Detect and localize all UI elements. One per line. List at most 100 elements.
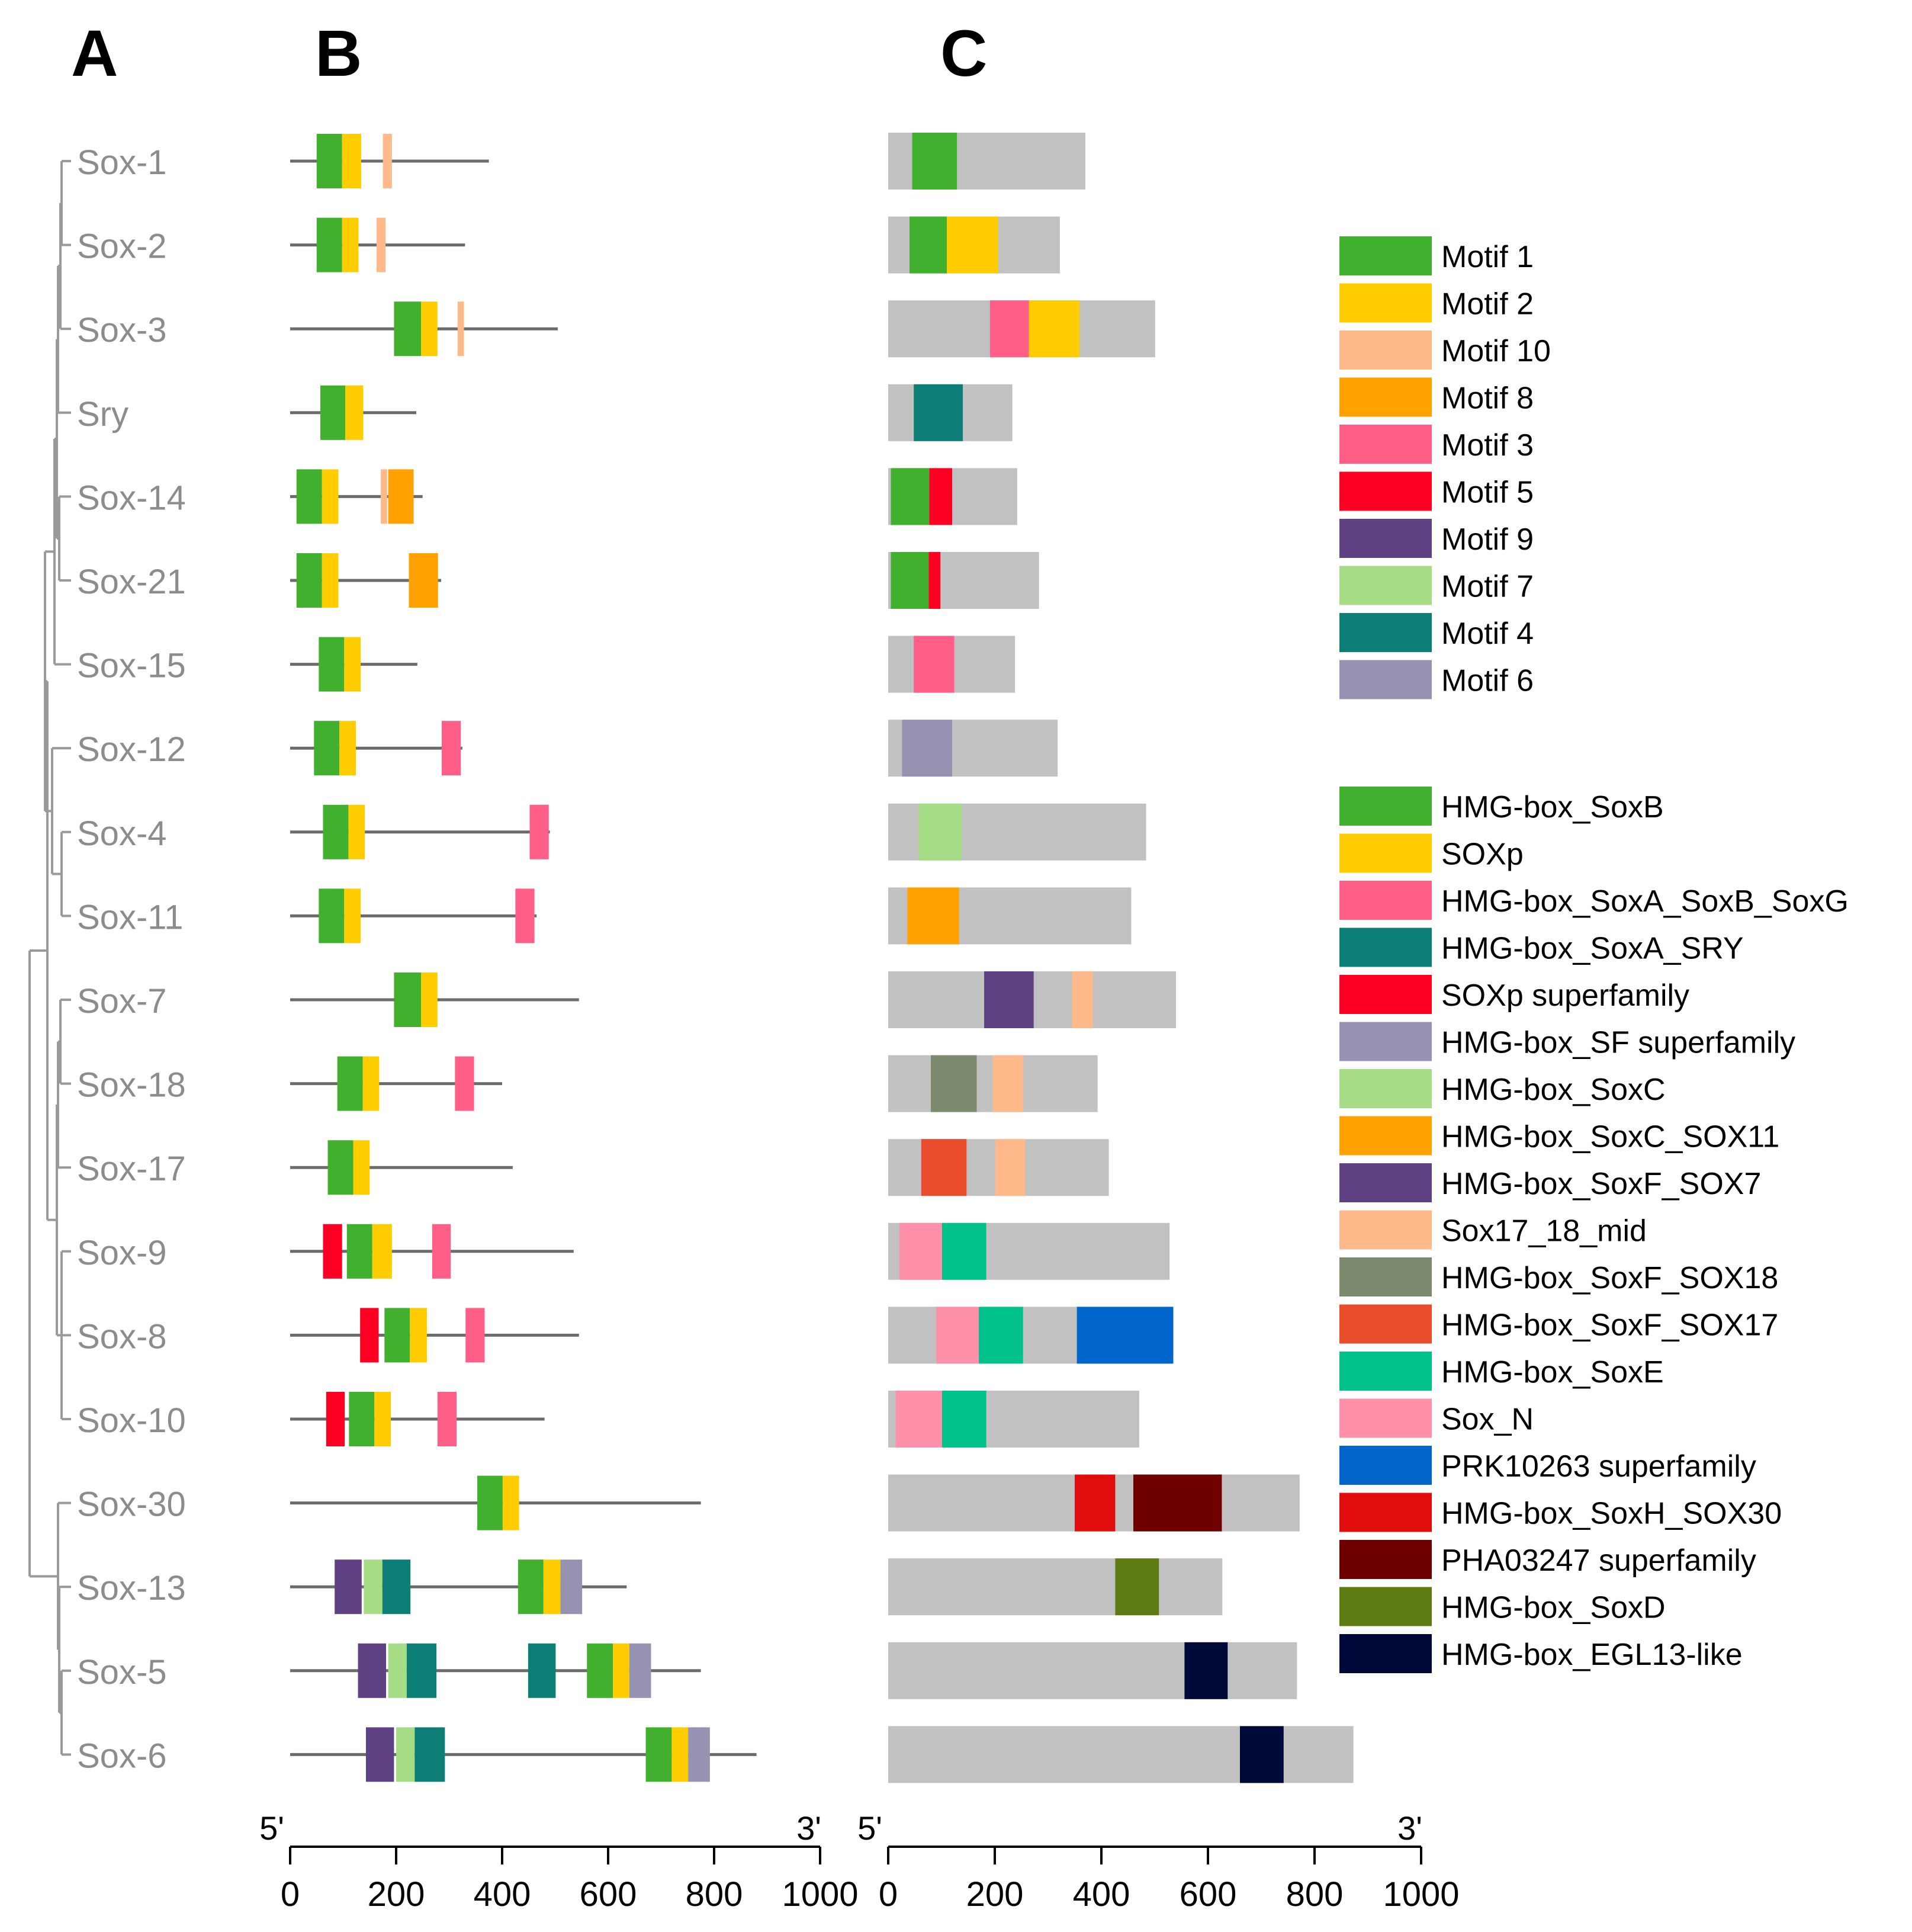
motif-box-sox-7-motif-1 (394, 973, 422, 1027)
motif-box-sox-4-motif-2 (348, 804, 365, 859)
legend-label-hmg-box-soxd: HMG-box_SoxD (1441, 1591, 1666, 1625)
domain-box-sox-11-hmg-box-soxc-sox11 (907, 887, 959, 945)
domain-box-sox-6-hmg-box-egl13-like (1240, 1726, 1284, 1783)
domain-box-sox-18-hmg-box-soxf-sox18 (931, 1055, 977, 1112)
gene-label-sry: Sry (77, 395, 128, 434)
motif-box-sox-21-motif-8 (409, 553, 438, 608)
domain-box-sox-15-hmg-box-soxa-soxb-soxg (914, 636, 955, 693)
panel-label-c: C (940, 17, 987, 90)
domain-box-sox-3-soxp (1029, 300, 1080, 358)
motif-box-sox-10-motif-5 (326, 1392, 345, 1446)
gene-label-sox-11: Sox-11 (77, 898, 183, 936)
motif-box-sox-6-motif-9 (365, 1727, 394, 1782)
protein-bar-sox-5 (888, 1642, 1297, 1699)
gene-label-sox-1: Sox-1 (77, 143, 167, 182)
domain-box-sox-14-soxp-superfamily (929, 468, 952, 525)
motif-box-sox-8-motif-3 (465, 1308, 485, 1363)
motif-box-sox-6-motif-1 (645, 1727, 672, 1782)
gene-label-sox-10: Sox-10 (77, 1401, 186, 1440)
legend-label-soxp-superfamily: SOXp superfamily (1441, 978, 1689, 1013)
legend-swatch-sox-n (1339, 1398, 1432, 1438)
motif-box-sox-9-motif-3 (432, 1224, 451, 1279)
legend-swatch-hmg-box-soxc (1339, 1069, 1432, 1108)
motif-box-sox-30-motif-2 (502, 1475, 519, 1530)
legend-swatch-motif-5 (1339, 471, 1432, 511)
protein-bar-sox-13 (888, 1558, 1223, 1616)
legend-swatch-motif-8 (1339, 377, 1432, 417)
legend-label-sox-n: Sox_N (1441, 1403, 1534, 1437)
legend-label-hmg-box-soxf-sox18: HMG-box_SoxF_SOX18 (1441, 1261, 1778, 1295)
legend-label-pha03247-superfamily: PHA03247 superfamily (1441, 1543, 1756, 1578)
domain-box-sox-17-sox17-18-mid (995, 1139, 1026, 1196)
legend-swatch-motif-9 (1339, 519, 1432, 558)
motif-box-sox-18-motif-3 (455, 1056, 474, 1111)
domain-box-sox-8-sox-n (936, 1307, 979, 1364)
legend-label-hmg-box-egl13-like: HMG-box_EGL13-like (1441, 1638, 1743, 1672)
legend-label-hmg-box-soxc: HMG-box_SoxC (1441, 1073, 1666, 1107)
legend-swatch-hmg-box-soxa-sry (1339, 928, 1432, 967)
domain-box-sox-21-hmg-box-soxb (891, 552, 929, 609)
legend-swatch-motif-2 (1339, 283, 1432, 323)
gene-label-sox-5: Sox-5 (77, 1653, 167, 1692)
gene-label-sox-3: Sox-3 (77, 311, 167, 349)
gene-label-sox-6: Sox-6 (77, 1737, 167, 1775)
legend-label-hmg-box-soxa-soxb-soxg: HMG-box_SoxA_SoxB_SoxG (1441, 884, 1849, 919)
gene-label-sox-4: Sox-4 (77, 814, 167, 853)
legend-swatch-hmg-box-soxa-soxb-soxg (1339, 881, 1432, 920)
domain-box-sox-1-hmg-box-soxb (912, 133, 957, 190)
legend-swatch-hmg-box-soxf-sox7 (1339, 1163, 1432, 1202)
axis-tick-label: 200 (966, 1875, 1024, 1914)
domain-box-sox-17-hmg-box-soxf-sox17 (921, 1139, 967, 1196)
legend-swatch-hmg-box-egl13-like (1339, 1634, 1432, 1673)
legend-label-hmg-box-soxf-sox17: HMG-box_SoxF_SOX17 (1441, 1308, 1778, 1343)
motif-box-sox-5-motif-6 (629, 1643, 651, 1698)
legend-swatch-hmg-box-soxb (1339, 787, 1432, 826)
axis-tick-label: 400 (474, 1875, 531, 1914)
domain-box-sox-18-sox17-18-mid (992, 1055, 1023, 1112)
panel-label-b: B (315, 17, 362, 90)
motif-box-sox-4-motif-3 (529, 804, 549, 859)
domain-box-sox-2-soxp (947, 216, 998, 274)
axis-tick-label: 0 (879, 1875, 898, 1914)
legend-swatch-hmg-box-soxh-sox30 (1339, 1493, 1432, 1532)
domain-box-sox-5-hmg-box-egl13-like (1184, 1642, 1228, 1699)
legend-swatch-motif-4 (1339, 613, 1432, 652)
legend-label-hmg-box-soxh-sox30: HMG-box_SoxH_SOX30 (1441, 1497, 1782, 1531)
legend-swatch-soxp (1339, 833, 1432, 873)
legend-swatch-hmg-box-soxf-sox18 (1339, 1257, 1432, 1296)
legend-label-motif-4: Motif 4 (1441, 617, 1534, 651)
gene-label-sox-7: Sox-7 (77, 982, 167, 1020)
domain-tracks (888, 133, 1354, 1783)
gene-label-sox-21: Sox-21 (77, 563, 186, 601)
legend-swatch-motif-1 (1339, 236, 1432, 275)
motif-box-sox-1-motif-2 (342, 134, 361, 188)
gene-label-sox-9: Sox-9 (77, 1234, 167, 1272)
motif-box-sox-2-motif-10 (376, 217, 386, 272)
legend-label-soxp: SOXp (1441, 837, 1524, 872)
motif-box-sox-8-motif-5 (360, 1308, 379, 1363)
motif-box-sox-14-motif-2 (322, 469, 339, 524)
motif-box-sox-12-motif-3 (441, 721, 461, 776)
axis-right-end-label: 3' (1397, 1809, 1422, 1847)
motif-box-sox-14-motif-1 (296, 469, 322, 524)
motif-box-sox-5-motif-4 (528, 1643, 556, 1698)
legend-label-hmg-box-soxc-sox11: HMG-box_SoxC_SOX11 (1441, 1120, 1779, 1154)
domain-box-sox-2-hmg-box-soxb (910, 216, 947, 274)
domain-box-sox-7-hmg-box-soxf-sox7 (984, 971, 1034, 1028)
legend-swatch-motif-7 (1339, 566, 1432, 605)
motif-box-sox-12-motif-1 (314, 721, 340, 776)
domain-legend: HMG-box_SoxB SOXp HMG-box_SoxA_SoxB_SoxG HM… (1339, 787, 1849, 1673)
phylogenetic-tree (28, 160, 71, 1756)
legend-label-motif-5: Motif 5 (1441, 476, 1534, 510)
motif-box-sox-13-motif-2 (543, 1559, 561, 1615)
legend-swatch-hmg-box-soxc-sox11 (1339, 1116, 1432, 1156)
legend-swatch-motif-10 (1339, 330, 1432, 370)
motif-box-sox-2-motif-1 (316, 217, 342, 272)
legend-label-motif-9: Motif 9 (1441, 522, 1534, 557)
motif-box-sox-12-motif-2 (339, 721, 356, 776)
domain-box-sox-3-hmg-box-soxa-soxb-soxg (989, 300, 1029, 358)
motif-box-sox-6-motif-2 (671, 1727, 689, 1782)
motif-box-sox-13-motif-7 (364, 1559, 383, 1615)
legend-label-motif-3: Motif 3 (1441, 428, 1534, 463)
motif-box-sox-8-motif-1 (384, 1308, 410, 1363)
